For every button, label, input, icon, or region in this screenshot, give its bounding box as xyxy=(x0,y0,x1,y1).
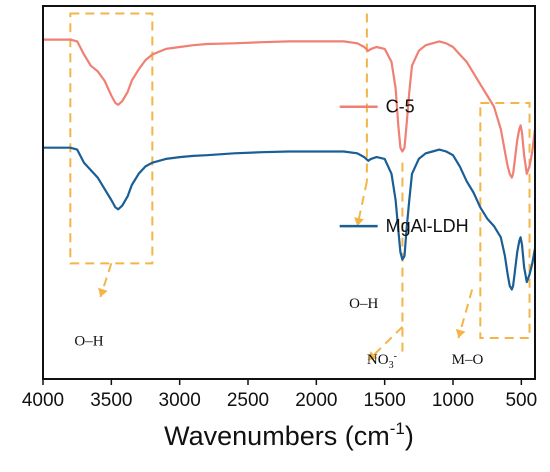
arrow-nitrate-head xyxy=(368,351,378,361)
series-line-mgal-ldh xyxy=(43,146,537,291)
x-axis-title-superscript: -1 xyxy=(390,419,405,438)
arrow-nitrate-shaft xyxy=(367,326,404,362)
x-tick-label-3500: 3500 xyxy=(90,390,132,411)
x-tick-label-2500: 2500 xyxy=(227,390,269,411)
annotation-nitrate-subscript: 3 xyxy=(389,360,394,371)
x-axis-title-main: Wavenumbers (cm xyxy=(164,421,390,451)
spectra-curves xyxy=(43,38,537,291)
x-tick-label-1000: 1000 xyxy=(432,390,474,411)
legend-label-c-5: C-5 xyxy=(386,97,415,117)
annotation-metal-oxygen: M–O xyxy=(452,352,484,368)
series-line-c-5 xyxy=(43,38,537,179)
x-tick-label-3000: 3000 xyxy=(159,390,201,411)
annotation-nitrate-superscript: - xyxy=(394,351,397,362)
annotation-oh-broad: O–H xyxy=(74,333,103,349)
x-axis-title: Wavenumbers (cm-1) xyxy=(164,419,414,451)
highlight-box-metal-oxygen xyxy=(479,101,531,339)
x-axis-ticks: 4000 3500 3000 2500 2000 1500 1000 500 xyxy=(22,379,537,411)
arrow-metal-oxygen-head xyxy=(455,328,466,338)
arrow-oh-bend-head xyxy=(354,217,364,227)
annotation-nitrate: NO3- xyxy=(367,351,397,371)
peak-annotations: O–H O–H NO3- M–O xyxy=(74,296,483,371)
annotation-highlights xyxy=(69,12,531,362)
legend: C-5 MgAl-LDH xyxy=(339,97,469,236)
x-axis-title-close: ) xyxy=(405,421,414,451)
legend-label-mgal-ldh: MgAl-LDH xyxy=(386,216,469,236)
arrow-metal-oxygen-shaft xyxy=(457,289,474,339)
arrow-oh-broad-shaft xyxy=(99,263,113,298)
x-tick-label-4000: 4000 xyxy=(22,390,64,411)
plot-frame xyxy=(42,5,536,380)
annotation-nitrate-base: NO xyxy=(367,352,389,368)
x-tick-label-2000: 2000 xyxy=(295,390,337,411)
x-tick-label-500: 500 xyxy=(505,390,537,411)
x-tick-label-1500: 1500 xyxy=(364,390,406,411)
arrow-oh-broad-head xyxy=(98,287,108,297)
annotation-oh-bend: O–H xyxy=(349,296,378,312)
